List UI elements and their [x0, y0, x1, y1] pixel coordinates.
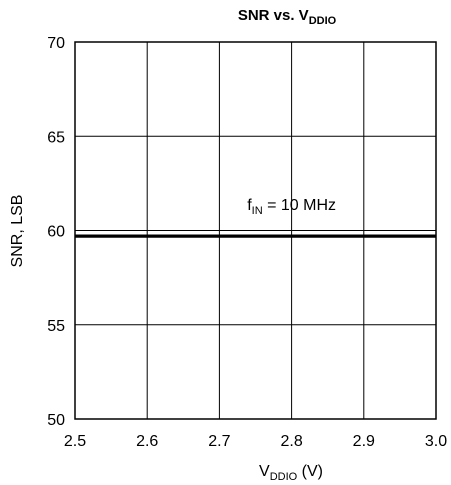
plot-frame: [74, 41, 437, 420]
y-tick-label: 50: [47, 412, 65, 429]
y-tick-label: 60: [47, 224, 65, 241]
x-tick-label: 3.0: [425, 433, 447, 450]
x-axis-label: VDDIO (V): [259, 463, 323, 483]
y-tick-labels: 50 55 60 65 70: [47, 35, 65, 429]
x-tick-label: 2.8: [280, 433, 302, 450]
series-annotation: fIN = 10 MHz: [247, 197, 336, 217]
y-axis-label: SNR, LSB: [9, 195, 26, 268]
chart-title: SNR vs. VDDIO: [238, 7, 337, 27]
x-tick-label: 2.9: [353, 433, 375, 450]
x-tick-label: 2.6: [136, 433, 158, 450]
y-tick-label: 55: [47, 318, 65, 335]
x-tick-labels: 2.5 2.6 2.7 2.8 2.9 3.0: [64, 433, 447, 450]
x-tick-label: 2.5: [64, 433, 86, 450]
grid: [75, 42, 436, 419]
y-tick-label: 65: [47, 129, 65, 146]
y-tick-label: 70: [47, 35, 65, 52]
x-tick-label: 2.7: [208, 433, 230, 450]
